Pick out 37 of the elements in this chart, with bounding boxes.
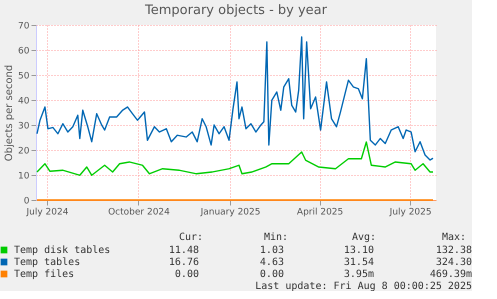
text: 0.00 (260, 269, 284, 280)
text: 4.63 (260, 257, 284, 268)
text: Avg: (352, 232, 376, 243)
text: Min: (264, 232, 288, 243)
legend-label: Temp tables (14, 257, 80, 268)
y-tick-label: 0 (24, 196, 30, 206)
legend-label: Temp files (14, 269, 74, 280)
text: Last update: Fri Aug 8 00:00:25 2025 (255, 281, 472, 292)
text: 0.00 (174, 269, 199, 280)
text: 3.95m (344, 269, 374, 280)
text: 31.54 (344, 257, 374, 268)
text: 16.76 (168, 257, 199, 268)
y-tick-label: 20 (18, 146, 30, 156)
text: 13.10 (344, 245, 374, 256)
y-tick-label: 30 (18, 122, 30, 132)
text: 469.39m (430, 269, 472, 280)
text: Max: (442, 232, 466, 243)
text: Cur: (179, 232, 204, 243)
text: 324.30 (436, 257, 472, 268)
chart-title: Temporary objects - by year (144, 3, 328, 18)
y-axis-title: Objects per second (4, 64, 16, 162)
x-tick-label: October 2024 (108, 208, 170, 218)
line-series (36, 36, 434, 161)
legend-label: Temp disk tables (14, 245, 110, 256)
y-tick-label: 60 (18, 46, 30, 56)
x-tick-label: July 2024 (25, 208, 69, 218)
x-tick-label: July 2025 (388, 208, 432, 218)
x-tick-label: January 2025 (200, 208, 260, 218)
text: 1.03 (260, 245, 284, 256)
line-series (36, 141, 434, 176)
y-tick-label: 40 (18, 96, 30, 106)
x-tick-label: April 2025 (296, 208, 344, 218)
y-tick-label: 10 (18, 172, 30, 182)
y-tick-label: 70 (18, 22, 30, 32)
text: 132.38 (436, 245, 472, 256)
y-tick-label: 50 (18, 72, 30, 82)
text: 11.48 (168, 245, 199, 256)
